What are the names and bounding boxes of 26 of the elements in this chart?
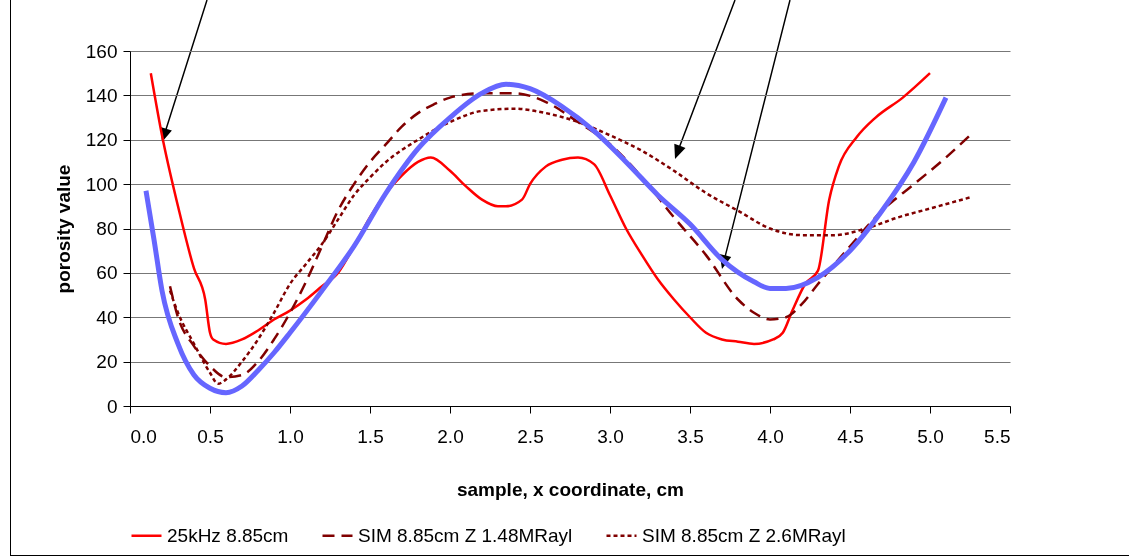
x-tick-label: 5.0 [917, 425, 944, 447]
y-axis-title: porosity value [52, 164, 74, 294]
y-tick-label: 80 [96, 218, 118, 239]
x-tick-label: 4.5 [837, 425, 864, 447]
x-tick-label: 2.0 [437, 425, 464, 447]
x-tick-label: 0.0 [130, 425, 157, 447]
x-tick-label: 1.5 [357, 425, 384, 447]
y-tick-label: 120 [85, 129, 118, 151]
y-tick-label: 140 [85, 84, 118, 106]
y-tick-label: 100 [85, 173, 118, 195]
legend-label: 25kHz 8.85cm [167, 524, 289, 546]
y-tick-label: 160 [85, 40, 118, 62]
x-tick-label: 4.0 [757, 425, 784, 447]
x-tick-label: 2.5 [517, 425, 544, 447]
x-axis-title: sample, x coordinate, cm [456, 478, 685, 500]
x-tick-label: 3.0 [597, 425, 624, 447]
x-tick-label: 3.5 [677, 425, 704, 447]
y-tick-label: 0 [106, 395, 118, 417]
x-tick-label: 5.5 [984, 425, 1011, 447]
legend-label: SIM 8.85cm Z 2.6MRayl [642, 524, 846, 546]
y-tick-label: 40 [96, 306, 118, 328]
y-tick-label: 20 [96, 351, 118, 373]
y-tick-label: 60 [96, 262, 118, 284]
x-tick-label: 0.5 [197, 425, 224, 447]
x-tick-label: 1.0 [277, 425, 304, 447]
legend-label: SIM 8.85cm Z 1.48MRayl [358, 524, 573, 546]
